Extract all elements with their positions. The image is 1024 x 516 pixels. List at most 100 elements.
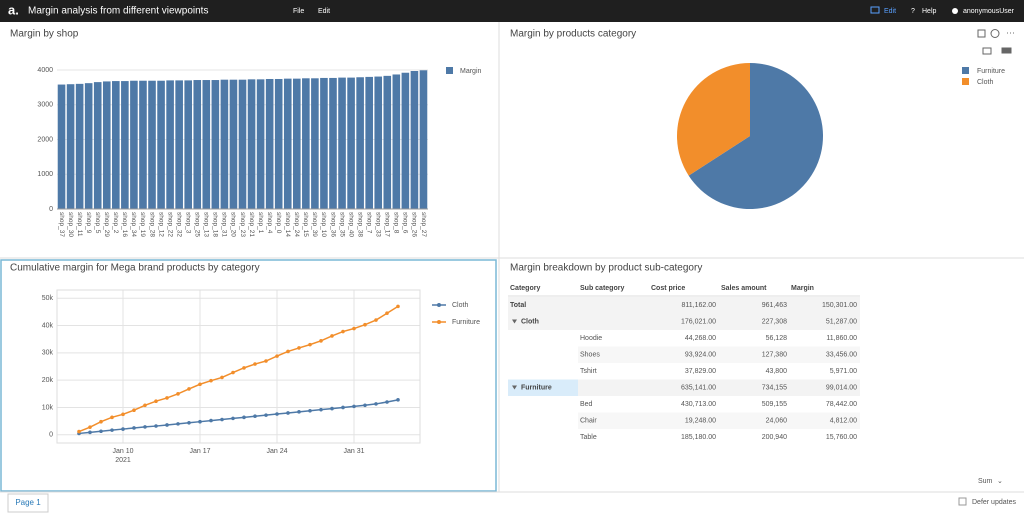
- legend-marker: [437, 303, 441, 307]
- bar: [57, 84, 66, 209]
- x-tick-label: shop_1: [257, 212, 264, 234]
- edit-button[interactable]: Edit: [884, 8, 896, 15]
- point: [99, 429, 103, 434]
- legend-label: Furniture: [452, 319, 480, 326]
- row-band: [578, 363, 860, 380]
- bar: [84, 83, 93, 209]
- point: [176, 392, 180, 396]
- bar: [102, 81, 111, 209]
- point: [187, 420, 191, 425]
- tag-icon[interactable]: [1001, 47, 1012, 54]
- point: [77, 429, 81, 434]
- cell-value: 19,248.00: [685, 417, 716, 424]
- x-tick-label: shop_14: [284, 212, 291, 237]
- line: [78, 305, 399, 433]
- y-tick-label: 50k: [42, 295, 54, 302]
- y-tick-label: 10k: [42, 404, 54, 411]
- cell-label: Chair: [580, 417, 597, 424]
- x-tick-label: shop_16: [121, 212, 128, 237]
- point: [132, 426, 136, 430]
- play-icon[interactable]: [990, 29, 1000, 38]
- point: [363, 322, 367, 327]
- user-icon: [952, 8, 958, 14]
- y-tick-label: 4000: [37, 67, 53, 74]
- column-header: Category: [510, 285, 540, 292]
- aggregation[interactable]: Sum: [978, 478, 993, 485]
- x-tick-label: shop_9: [85, 212, 92, 234]
- point: [286, 349, 290, 354]
- cell-value: 24,060: [766, 417, 788, 424]
- column-header: Sales amount: [721, 285, 767, 292]
- bar: [283, 78, 292, 210]
- point: [374, 402, 378, 406]
- menu-file[interactable]: File: [293, 8, 304, 15]
- cell-value: 127,380: [762, 351, 787, 358]
- point: [242, 366, 246, 370]
- help-button[interactable]: Help: [922, 8, 937, 15]
- fullscreen-icon[interactable]: [977, 29, 986, 38]
- menu-edit[interactable]: Edit: [318, 8, 330, 15]
- defer-checkbox[interactable]: [958, 497, 967, 506]
- point: [374, 318, 378, 322]
- pie-toolbar: [977, 29, 1012, 55]
- bar: [75, 83, 84, 209]
- cell-value: 150,301.00: [822, 302, 857, 309]
- point: [341, 329, 345, 334]
- column-header: Sub category: [580, 285, 624, 292]
- x-tick-label: Jan 17: [189, 448, 210, 455]
- logo[interactable]: a.: [8, 2, 19, 17]
- cell-value: 961,463: [762, 302, 787, 309]
- top-bar: [0, 0, 1024, 22]
- cell-value: 509,155: [762, 401, 787, 408]
- cell-value: 176,021.00: [681, 318, 716, 325]
- x-year-label: 2021: [115, 457, 131, 464]
- point: [198, 382, 202, 387]
- point: [110, 428, 114, 432]
- cell-label: Table: [580, 434, 597, 441]
- point: [319, 339, 323, 343]
- page-tab[interactable]: Page 1: [15, 498, 41, 507]
- y-tick-label: 0: [49, 432, 53, 439]
- point: [264, 359, 268, 363]
- user-name[interactable]: anonymousUser: [963, 8, 1015, 15]
- row-band: [508, 297, 860, 314]
- bar: [175, 80, 183, 209]
- point: [231, 416, 235, 421]
- legend-label: Furniture: [977, 68, 1005, 75]
- row-highlight: [508, 379, 578, 396]
- row-band: [578, 429, 860, 446]
- cell-label: Shoes: [580, 351, 600, 358]
- x-tick-label: shop_37: [58, 212, 65, 237]
- x-tick-label: shop_15: [302, 212, 309, 237]
- x-tick-label: shop_10: [320, 212, 327, 237]
- legend-swatch: [962, 67, 969, 74]
- camera-icon[interactable]: [982, 47, 992, 55]
- bar: [347, 77, 355, 209]
- more-icon[interactable]: ···: [1006, 27, 1015, 37]
- point: [341, 405, 345, 410]
- x-tick-label: shop_39: [311, 212, 318, 237]
- x-tick-label: shop_4: [266, 212, 273, 234]
- cell-value: 15,760.00: [826, 434, 857, 441]
- point: [176, 422, 180, 426]
- bar: [184, 80, 193, 209]
- point: [275, 412, 279, 416]
- x-tick-label: shop_11: [76, 212, 83, 237]
- cell-value: 4,812.00: [830, 417, 857, 424]
- point: [198, 419, 202, 424]
- cell-value: 811,162.00: [681, 302, 716, 309]
- page-tab-box[interactable]: [7, 493, 49, 513]
- bar: [302, 78, 310, 210]
- bar: [320, 77, 328, 209]
- selected-panel[interactable]: [0, 259, 497, 492]
- x-tick-label: shop_27: [420, 212, 427, 237]
- x-tick-label: shop_20: [230, 212, 237, 237]
- cell-value: 56,128: [766, 335, 788, 342]
- pie-slice: [677, 63, 750, 176]
- column-header: Margin: [791, 285, 814, 292]
- x-tick-label: shop_17: [384, 212, 391, 237]
- x-tick-label: shop_24: [293, 212, 300, 237]
- x-tick-label: shop_31: [221, 212, 228, 237]
- bar: [365, 76, 373, 210]
